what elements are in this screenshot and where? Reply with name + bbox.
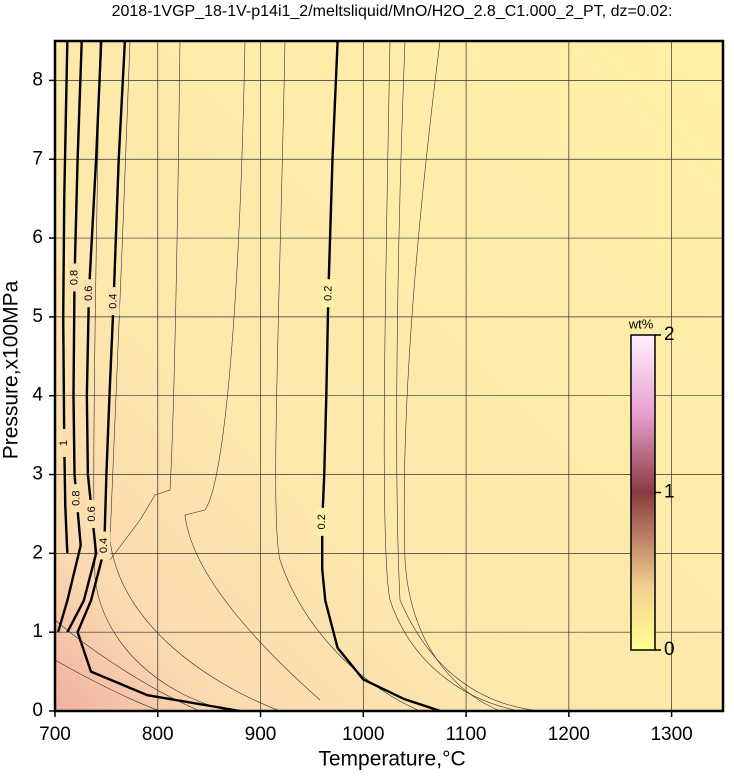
contour-label-bg: [82, 279, 95, 308]
contour-line: [62, 40, 69, 554]
y-tick-label: 0: [32, 700, 43, 721]
contour-label: 0.4: [107, 293, 119, 308]
y-tick-label: 3: [32, 464, 43, 485]
x-tick-label: 1300: [650, 724, 692, 745]
minor-contour: [403, 40, 501, 712]
y-tick-label: 2: [32, 542, 43, 563]
minor-contour: [54, 659, 161, 712]
grid: [54, 41, 723, 712]
contour-label: 0.6: [86, 506, 98, 521]
x-tick-label: 1200: [548, 724, 590, 745]
contour-label-bg: [68, 263, 81, 292]
x-tick-label: 1000: [342, 724, 384, 745]
minor-contour: [109, 40, 181, 561]
y-tick-label: 5: [32, 306, 43, 327]
minor-contour: [396, 40, 541, 712]
contour-label: 1: [58, 440, 70, 446]
contour-label-bg: [70, 484, 83, 513]
contour-label: 0.8: [70, 491, 82, 506]
contour-label-bg: [58, 429, 71, 457]
y-axis-label: Pressure,x100MPa: [0, 280, 23, 459]
contour-line: [321, 40, 441, 713]
minor-contour: [275, 40, 421, 712]
y-tick-label: 1: [32, 621, 43, 642]
contour-line: [56, 40, 83, 633]
x-tick-label: 700: [39, 724, 71, 745]
contour-label-bg: [322, 279, 335, 308]
x-axis-label: Temperature,°C: [318, 748, 465, 771]
contours: 0.20.20.40.40.60.60.80.81: [56, 40, 441, 713]
colorbar-tick-label: 2: [664, 324, 675, 345]
contour-line: [66, 40, 103, 633]
minor-contour: [109, 40, 281, 712]
colorbar: [630, 334, 656, 651]
y-tick-label: 7: [32, 148, 43, 169]
contour-label: 0.6: [83, 286, 95, 301]
contour-label: 0.2: [316, 514, 328, 529]
x-tick-label: 1100: [446, 724, 487, 745]
contour-label: 0.2: [322, 286, 334, 301]
contour-label: 0.4: [98, 538, 110, 553]
y-tick-label: 6: [32, 227, 43, 248]
colorbar-label: wt%: [628, 316, 654, 331]
y-tick-label: 4: [32, 385, 43, 406]
plot-background: [55, 41, 723, 711]
contour-label-bg: [107, 287, 120, 316]
y-tick-label: 8: [32, 69, 43, 90]
contour-label-bg: [98, 531, 111, 560]
colorbar-tick-label: 0: [664, 639, 675, 660]
chart-title: 2018-1VGP_18-1V-p14i1_2/meltsliquid/MnO/…: [112, 3, 673, 20]
x-tick-label: 800: [142, 724, 174, 745]
colorbar-tick-label: 1: [664, 482, 675, 503]
contour-label-bg: [316, 507, 329, 536]
minor-contours: [54, 40, 541, 712]
contour-label: 0.8: [68, 270, 80, 285]
minor-contour: [383, 40, 521, 712]
contour-label-bg: [85, 499, 98, 528]
x-tick-label: 900: [245, 724, 277, 745]
plot-frame: [53, 39, 725, 713]
minor-contour: [184, 40, 321, 701]
